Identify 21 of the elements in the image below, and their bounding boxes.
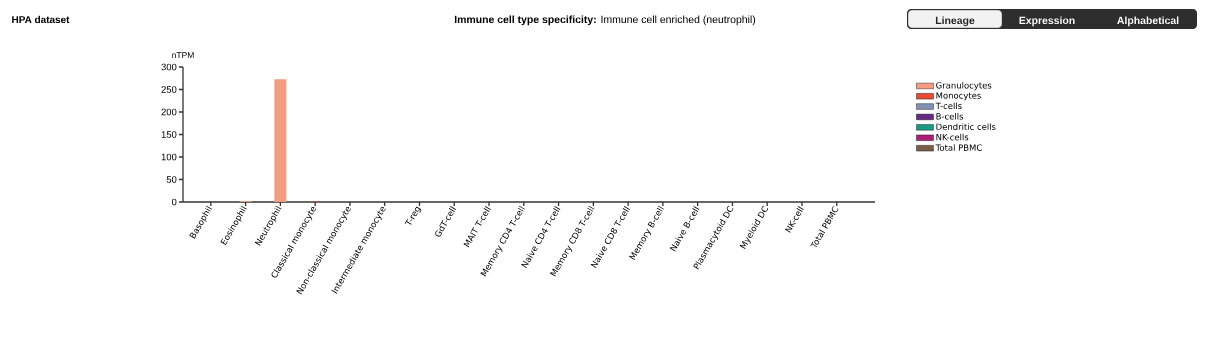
y-tick-label: 150	[161, 131, 177, 138]
y-tick-label: 200	[161, 108, 177, 116]
legend-label: T-cells	[935, 102, 962, 110]
bar	[274, 79, 287, 202]
text: HPA dataset	[12, 15, 70, 24]
text: Expression	[1019, 16, 1075, 27]
y-tick-label: 50	[166, 176, 177, 183]
text: Alphabetical	[1117, 16, 1179, 27]
legend-label: Dendritic cells	[936, 123, 996, 130]
y-tick-label: 100	[161, 153, 177, 161]
legend-label: Total PBMC	[935, 144, 982, 151]
y-tick-label: 0	[171, 198, 177, 206]
legend-label: NK-cells	[936, 133, 969, 141]
chart-title: Immune cell type specificity: Immune cell enriched (neutrophil)	[454, 15, 756, 26]
text: Lineage	[935, 16, 975, 27]
y-tick-label: 300	[161, 63, 177, 71]
y-axis-title: nTPM	[172, 52, 194, 59]
legend-label: B-cells	[936, 112, 964, 120]
y-tick-label: 250	[161, 86, 177, 93]
legend-label: Granulocytes	[936, 81, 992, 91]
legend-label: Monocytes	[936, 92, 981, 101]
